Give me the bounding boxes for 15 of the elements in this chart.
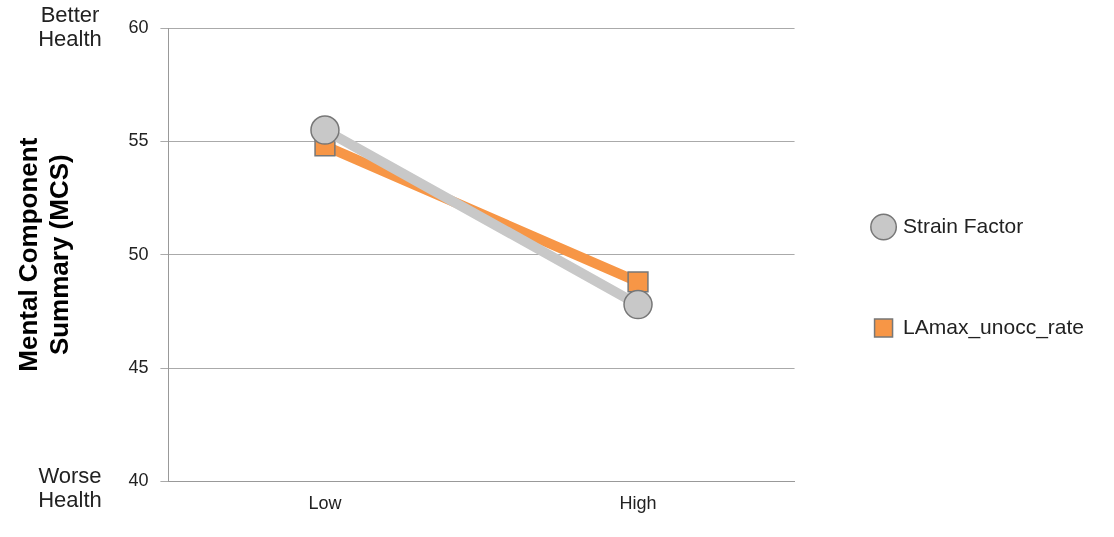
x-tick-label: High: [619, 493, 657, 514]
legend-label: Strain Factor: [903, 213, 1024, 237]
point: [623, 289, 653, 320]
y-axis-title: Mental Component Summary (MCS): [12, 137, 74, 372]
y-tick-label: 40: [128, 470, 149, 491]
point: [627, 271, 649, 293]
legend-label: LAmax_unocc_rate: [903, 314, 1085, 339]
y-tick-label: 45: [128, 357, 149, 378]
y-tick-label: 55: [128, 130, 149, 151]
y-tick-label: 50: [128, 243, 149, 264]
text: Worse Health: [38, 463, 102, 513]
point: [310, 115, 340, 145]
x-tick-label: Low: [308, 493, 343, 514]
text: Better Health: [38, 2, 102, 52]
y-tick-label: 60: [128, 16, 149, 37]
